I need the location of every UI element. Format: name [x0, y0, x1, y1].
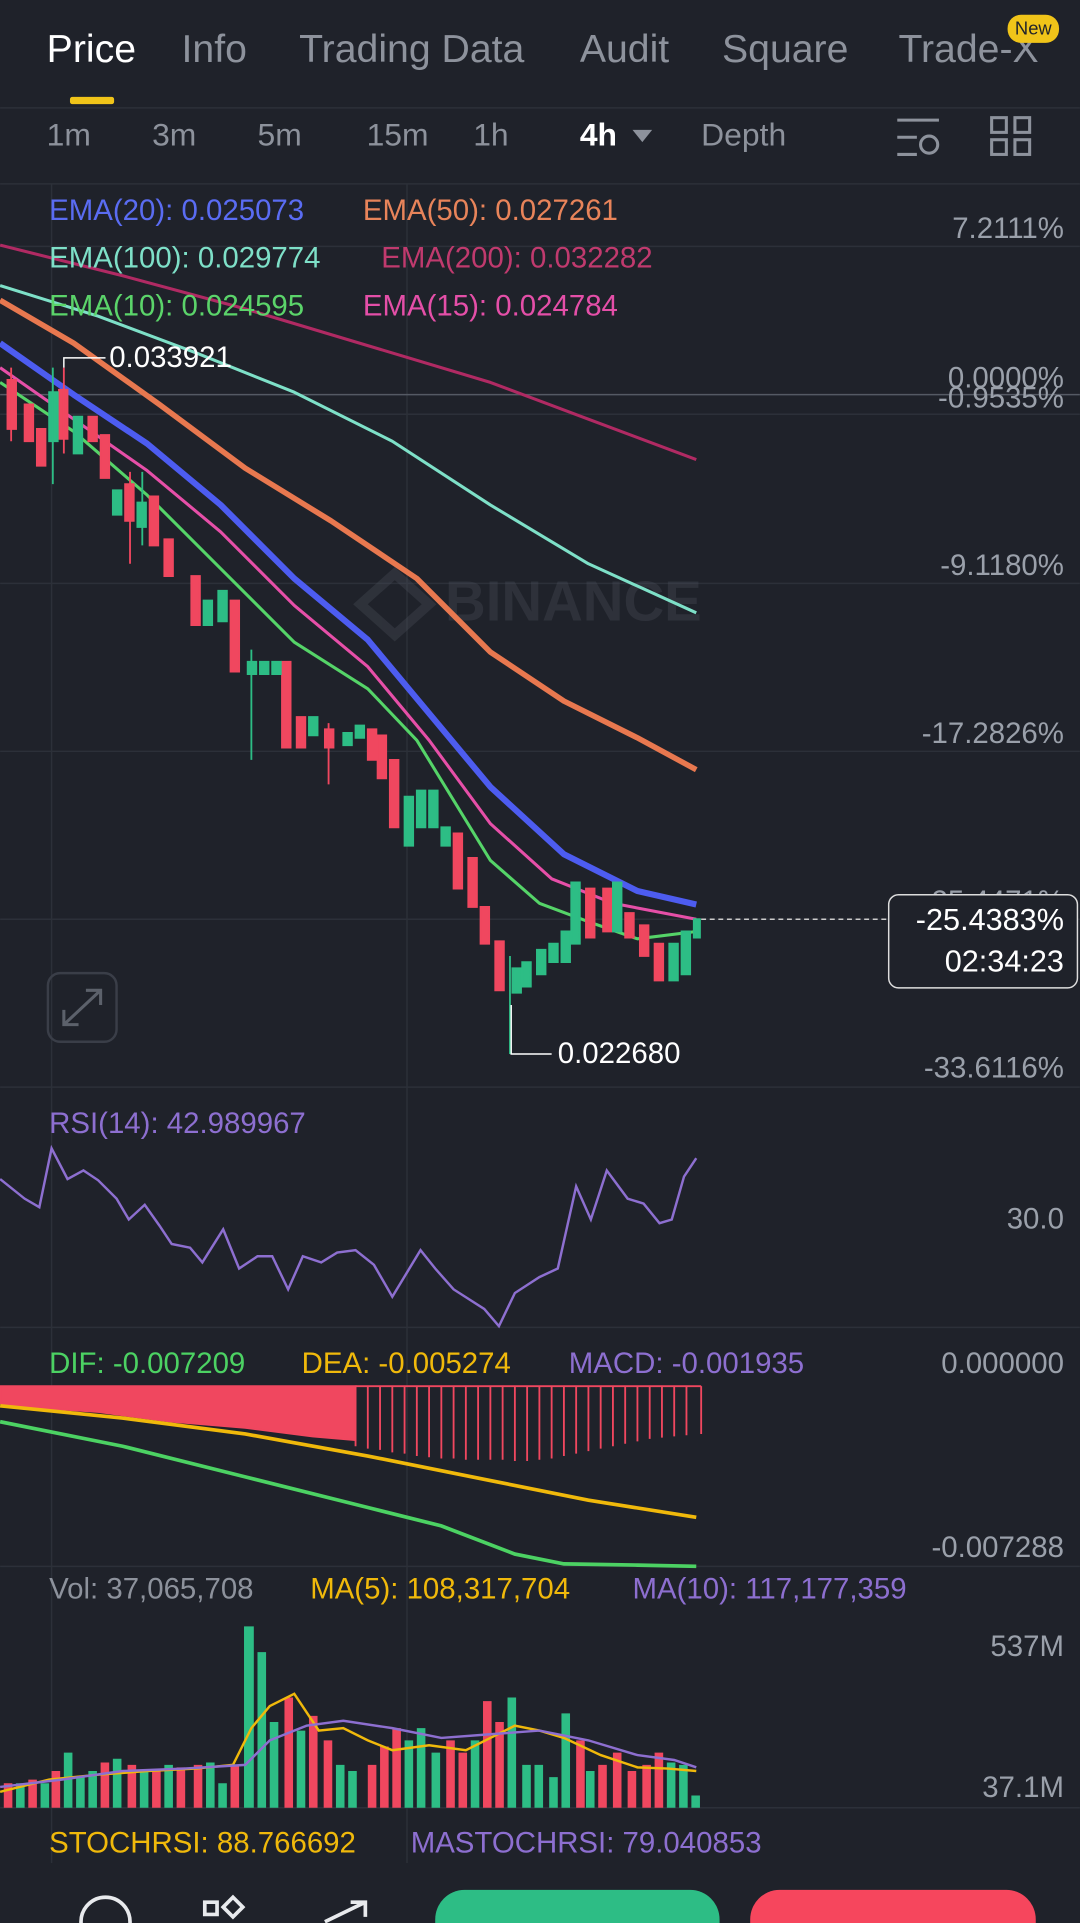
- interval[interactable]: 4h: [580, 117, 617, 153]
- rsi-label: RSI(14): 42.989967: [49, 1107, 306, 1140]
- tab[interactable]: Price: [47, 28, 136, 71]
- buy-button[interactable]: [435, 1889, 720, 1923]
- settings-icon[interactable]: [897, 118, 940, 156]
- high-label: 0.033921: [109, 341, 232, 374]
- rsi-axis-label: 30.0: [1007, 1202, 1064, 1235]
- interval[interactable]: 15m: [367, 117, 429, 153]
- y-axis-label: 0.0000%: [948, 362, 1064, 395]
- y-axis-label: 7.2111%: [952, 212, 1064, 245]
- current-price: -25.4383%: [916, 903, 1064, 937]
- ema-label: EMA(10): 0.024595: [49, 289, 304, 322]
- dropdown-arrow[interactable]: [632, 129, 653, 143]
- dif-label: DIF: -0.007209: [49, 1347, 245, 1380]
- macd-axis-label: -0.007288: [932, 1531, 1064, 1564]
- volume-axis-label: 537M: [990, 1630, 1064, 1663]
- new-badge-text: New: [1015, 17, 1052, 38]
- y-axis-label: -9.1180%: [940, 549, 1064, 582]
- ma10-label: MA(10): 117,177,359: [633, 1573, 907, 1606]
- volume-bars: [3, 1626, 700, 1808]
- candles: [6, 367, 701, 1055]
- interval[interactable]: 3m: [152, 117, 196, 153]
- ma5-label: MA(5): 108,317,704: [310, 1573, 570, 1606]
- active-tab-indicator: [69, 96, 115, 105]
- interval[interactable]: 5m: [257, 117, 301, 153]
- volume-label: Vol: 37,065,708: [49, 1573, 253, 1606]
- ema-label: EMA(200): 0.032282: [381, 242, 652, 275]
- ma10-line: [0, 1719, 697, 1789]
- dea-label: DEA: -0.005274: [302, 1347, 511, 1380]
- interval[interactable]: Depth: [701, 117, 786, 153]
- y-axis-label: -17.2826%: [922, 717, 1064, 750]
- interval[interactable]: 1h: [473, 117, 508, 153]
- y-axis-label: -0.9535%: [938, 381, 1064, 414]
- countdown: 02:34:23: [945, 944, 1064, 978]
- interval[interactable]: 1m: [47, 117, 91, 153]
- tab[interactable]: Info: [182, 28, 247, 71]
- stochrsi-label: STOCHRSI: 88.766692: [49, 1826, 356, 1859]
- current-price-box: [887, 893, 1079, 989]
- ema-label: EMA(100): 0.029774: [49, 242, 320, 275]
- expand-button[interactable]: [46, 971, 118, 1044]
- sell-button[interactable]: [750, 1889, 1036, 1923]
- tab[interactable]: Square: [722, 28, 848, 71]
- ema-label: EMA(20): 0.025073: [49, 194, 304, 227]
- low-callout: [510, 1005, 552, 1055]
- mastochrsi-label: MASTOCHRSI: 79.040853: [411, 1826, 762, 1859]
- tab[interactable]: Audit: [580, 28, 669, 71]
- watermark-text: BINANCE: [445, 569, 702, 632]
- macd-axis-label: 0.000000: [941, 1347, 1064, 1380]
- ema-label: EMA(15): 0.024784: [363, 289, 618, 322]
- new-badge: [1007, 14, 1060, 43]
- y-axis-label: -33.6116%: [924, 1052, 1064, 1085]
- low-label: 0.022680: [558, 1037, 681, 1070]
- dea-line: [0, 1403, 697, 1520]
- layout-icon[interactable]: [990, 116, 1032, 156]
- macd-histogram: [0, 1385, 703, 1461]
- tab[interactable]: Trading Data: [299, 28, 524, 71]
- watermark: BINANCE: [353, 567, 702, 642]
- rsi-line: [0, 1144, 698, 1329]
- dif-line: [0, 1419, 697, 1569]
- macd-label: MACD: -0.001935: [569, 1347, 804, 1380]
- volume-axis-label: 37.1M: [982, 1771, 1064, 1804]
- ema-label: EMA(50): 0.027261: [363, 194, 618, 227]
- high-callout: [63, 357, 106, 368]
- bottom-icons[interactable]: [79, 1894, 368, 1923]
